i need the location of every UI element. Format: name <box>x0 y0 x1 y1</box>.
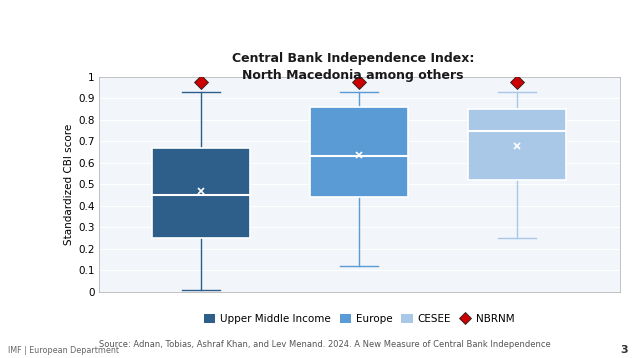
Bar <box>152 148 251 238</box>
Y-axis label: Standardized CBI score: Standardized CBI score <box>64 124 74 245</box>
Legend: Upper Middle Income, Europe, CESEE, NBRNM: Upper Middle Income, Europe, CESEE, NBRN… <box>200 310 519 328</box>
Text: IMF | European Department: IMF | European Department <box>8 346 119 355</box>
Text: Source: Adnan, Tobias, Ashraf Khan, and Lev Menand. 2024. A New Measure of Centr: Source: Adnan, Tobias, Ashraf Khan, and … <box>99 340 550 349</box>
Text: 3: 3 <box>621 345 628 355</box>
Bar <box>468 109 567 180</box>
Text: NBRNM ranks high in the IMF Central Bank Independence index: NBRNM ranks high in the IMF Central Bank… <box>11 17 539 32</box>
Text: Central Bank Independence Index:
North Macedonia among others: Central Bank Independence Index: North M… <box>232 52 474 82</box>
Bar <box>310 107 408 197</box>
